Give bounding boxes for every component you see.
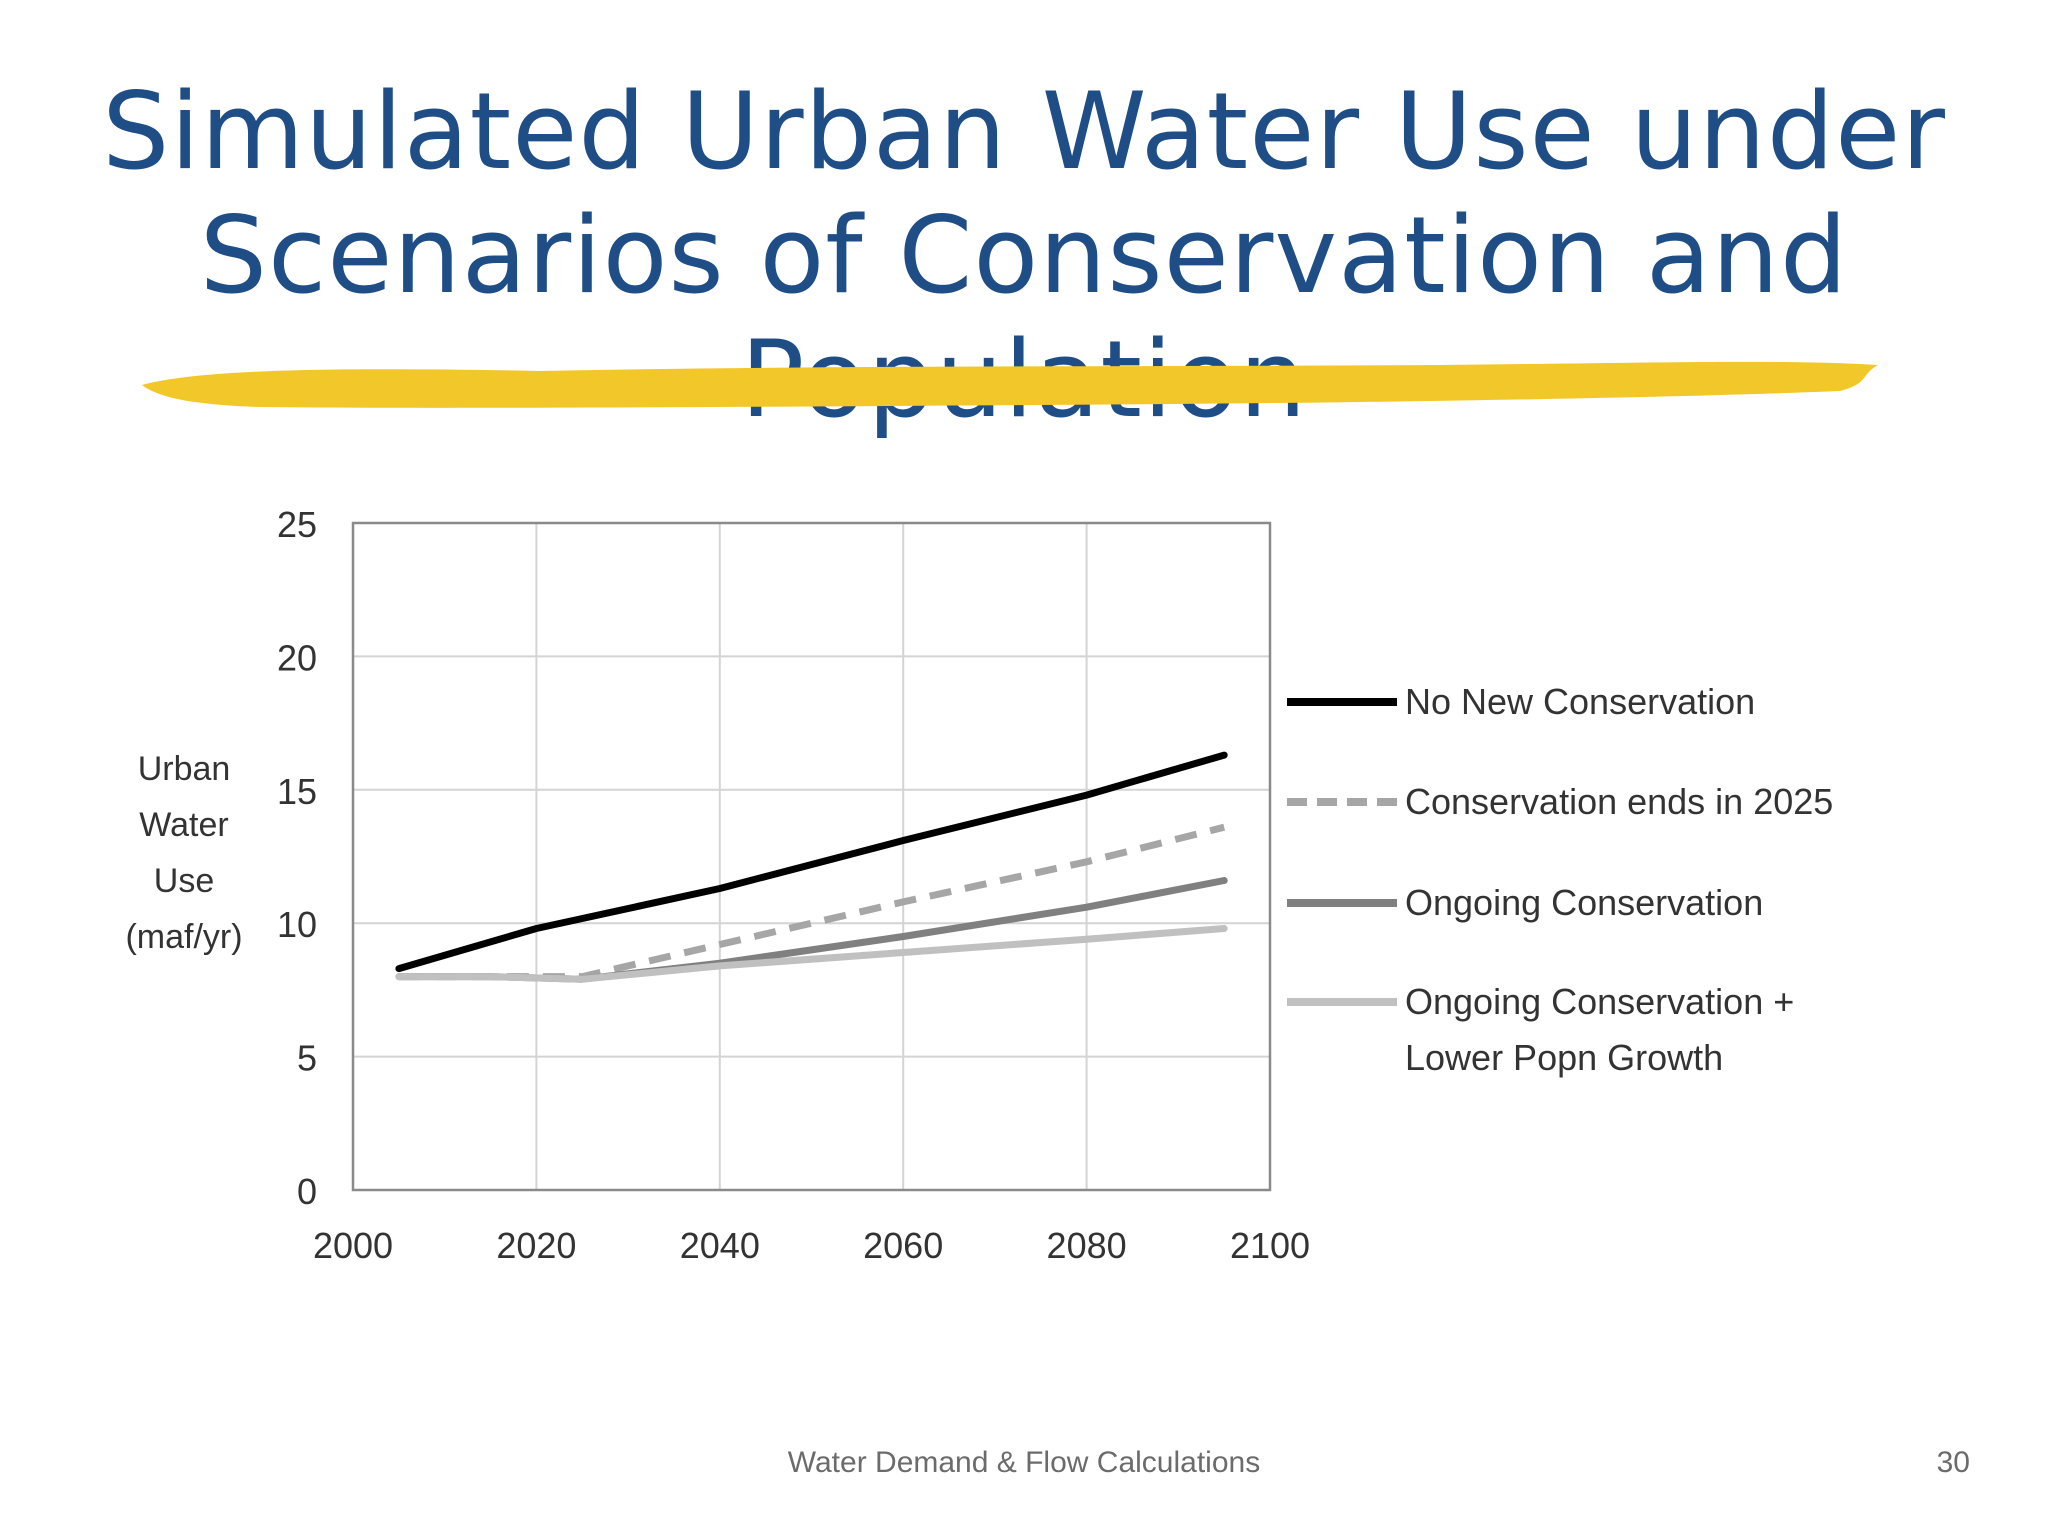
grid bbox=[353, 523, 1270, 1190]
series-lines bbox=[395, 751, 1228, 983]
axis-tick-labels: 0 5 10 15 20 25 2000 2020 2040 2060 2080 2100 bbox=[277, 504, 1310, 1266]
x-tick-label: 2080 bbox=[1047, 1225, 1127, 1266]
x-tick-label: 2020 bbox=[496, 1225, 576, 1266]
x-tick-label: 2000 bbox=[313, 1225, 393, 1266]
x-tick-label: 2100 bbox=[1230, 1225, 1310, 1266]
y-axis-label: Urban Water Use (maf/yr) bbox=[125, 750, 242, 956]
legend-label: No New Conservation bbox=[1405, 681, 1755, 722]
x-tick-label: 2040 bbox=[680, 1225, 760, 1266]
y-tick-label: 5 bbox=[297, 1038, 317, 1079]
slide-title: Simulated Urban Water Use under Scenario… bbox=[0, 70, 2048, 442]
slide-footer: Water Demand & Flow Calculations bbox=[787, 1446, 1261, 1479]
y-tick-label: 20 bbox=[277, 637, 317, 678]
highlight-stripe-shape bbox=[142, 361, 1878, 408]
plot-frame bbox=[351, 521, 1272, 1192]
y-tick-label: 0 bbox=[297, 1171, 317, 1212]
y-tick-label: 10 bbox=[277, 904, 317, 945]
y-axis-label-line: Water bbox=[139, 806, 228, 844]
series-line bbox=[395, 925, 1228, 983]
series-line bbox=[395, 751, 1228, 973]
legend-label: Lower Popn Growth bbox=[1405, 1037, 1723, 1078]
y-axis-label-line: Urban bbox=[138, 750, 231, 788]
legend-label: Conservation ends in 2025 bbox=[1405, 781, 1833, 822]
x-tick-label: 2060 bbox=[863, 1225, 943, 1266]
highlight-stripe bbox=[142, 361, 1878, 408]
line-chart: 0 5 10 15 20 25 2000 2020 2040 2060 2080 2100 Urban… bbox=[125, 504, 1833, 1266]
title-line-1: Simulated Urban Water Use under bbox=[102, 70, 1946, 193]
y-axis-label-line: Use bbox=[154, 862, 214, 900]
y-tick-label: 25 bbox=[277, 504, 317, 545]
legend-label: Ongoing Conservation bbox=[1405, 882, 1763, 923]
page-number: 30 bbox=[1936, 1446, 1970, 1479]
legend-label: Ongoing Conservation + bbox=[1405, 981, 1794, 1022]
y-axis-label-line: (maf/yr) bbox=[125, 918, 242, 956]
legend: No New Conservation Conservation ends in … bbox=[1287, 681, 1833, 1078]
y-tick-label: 15 bbox=[277, 771, 317, 812]
